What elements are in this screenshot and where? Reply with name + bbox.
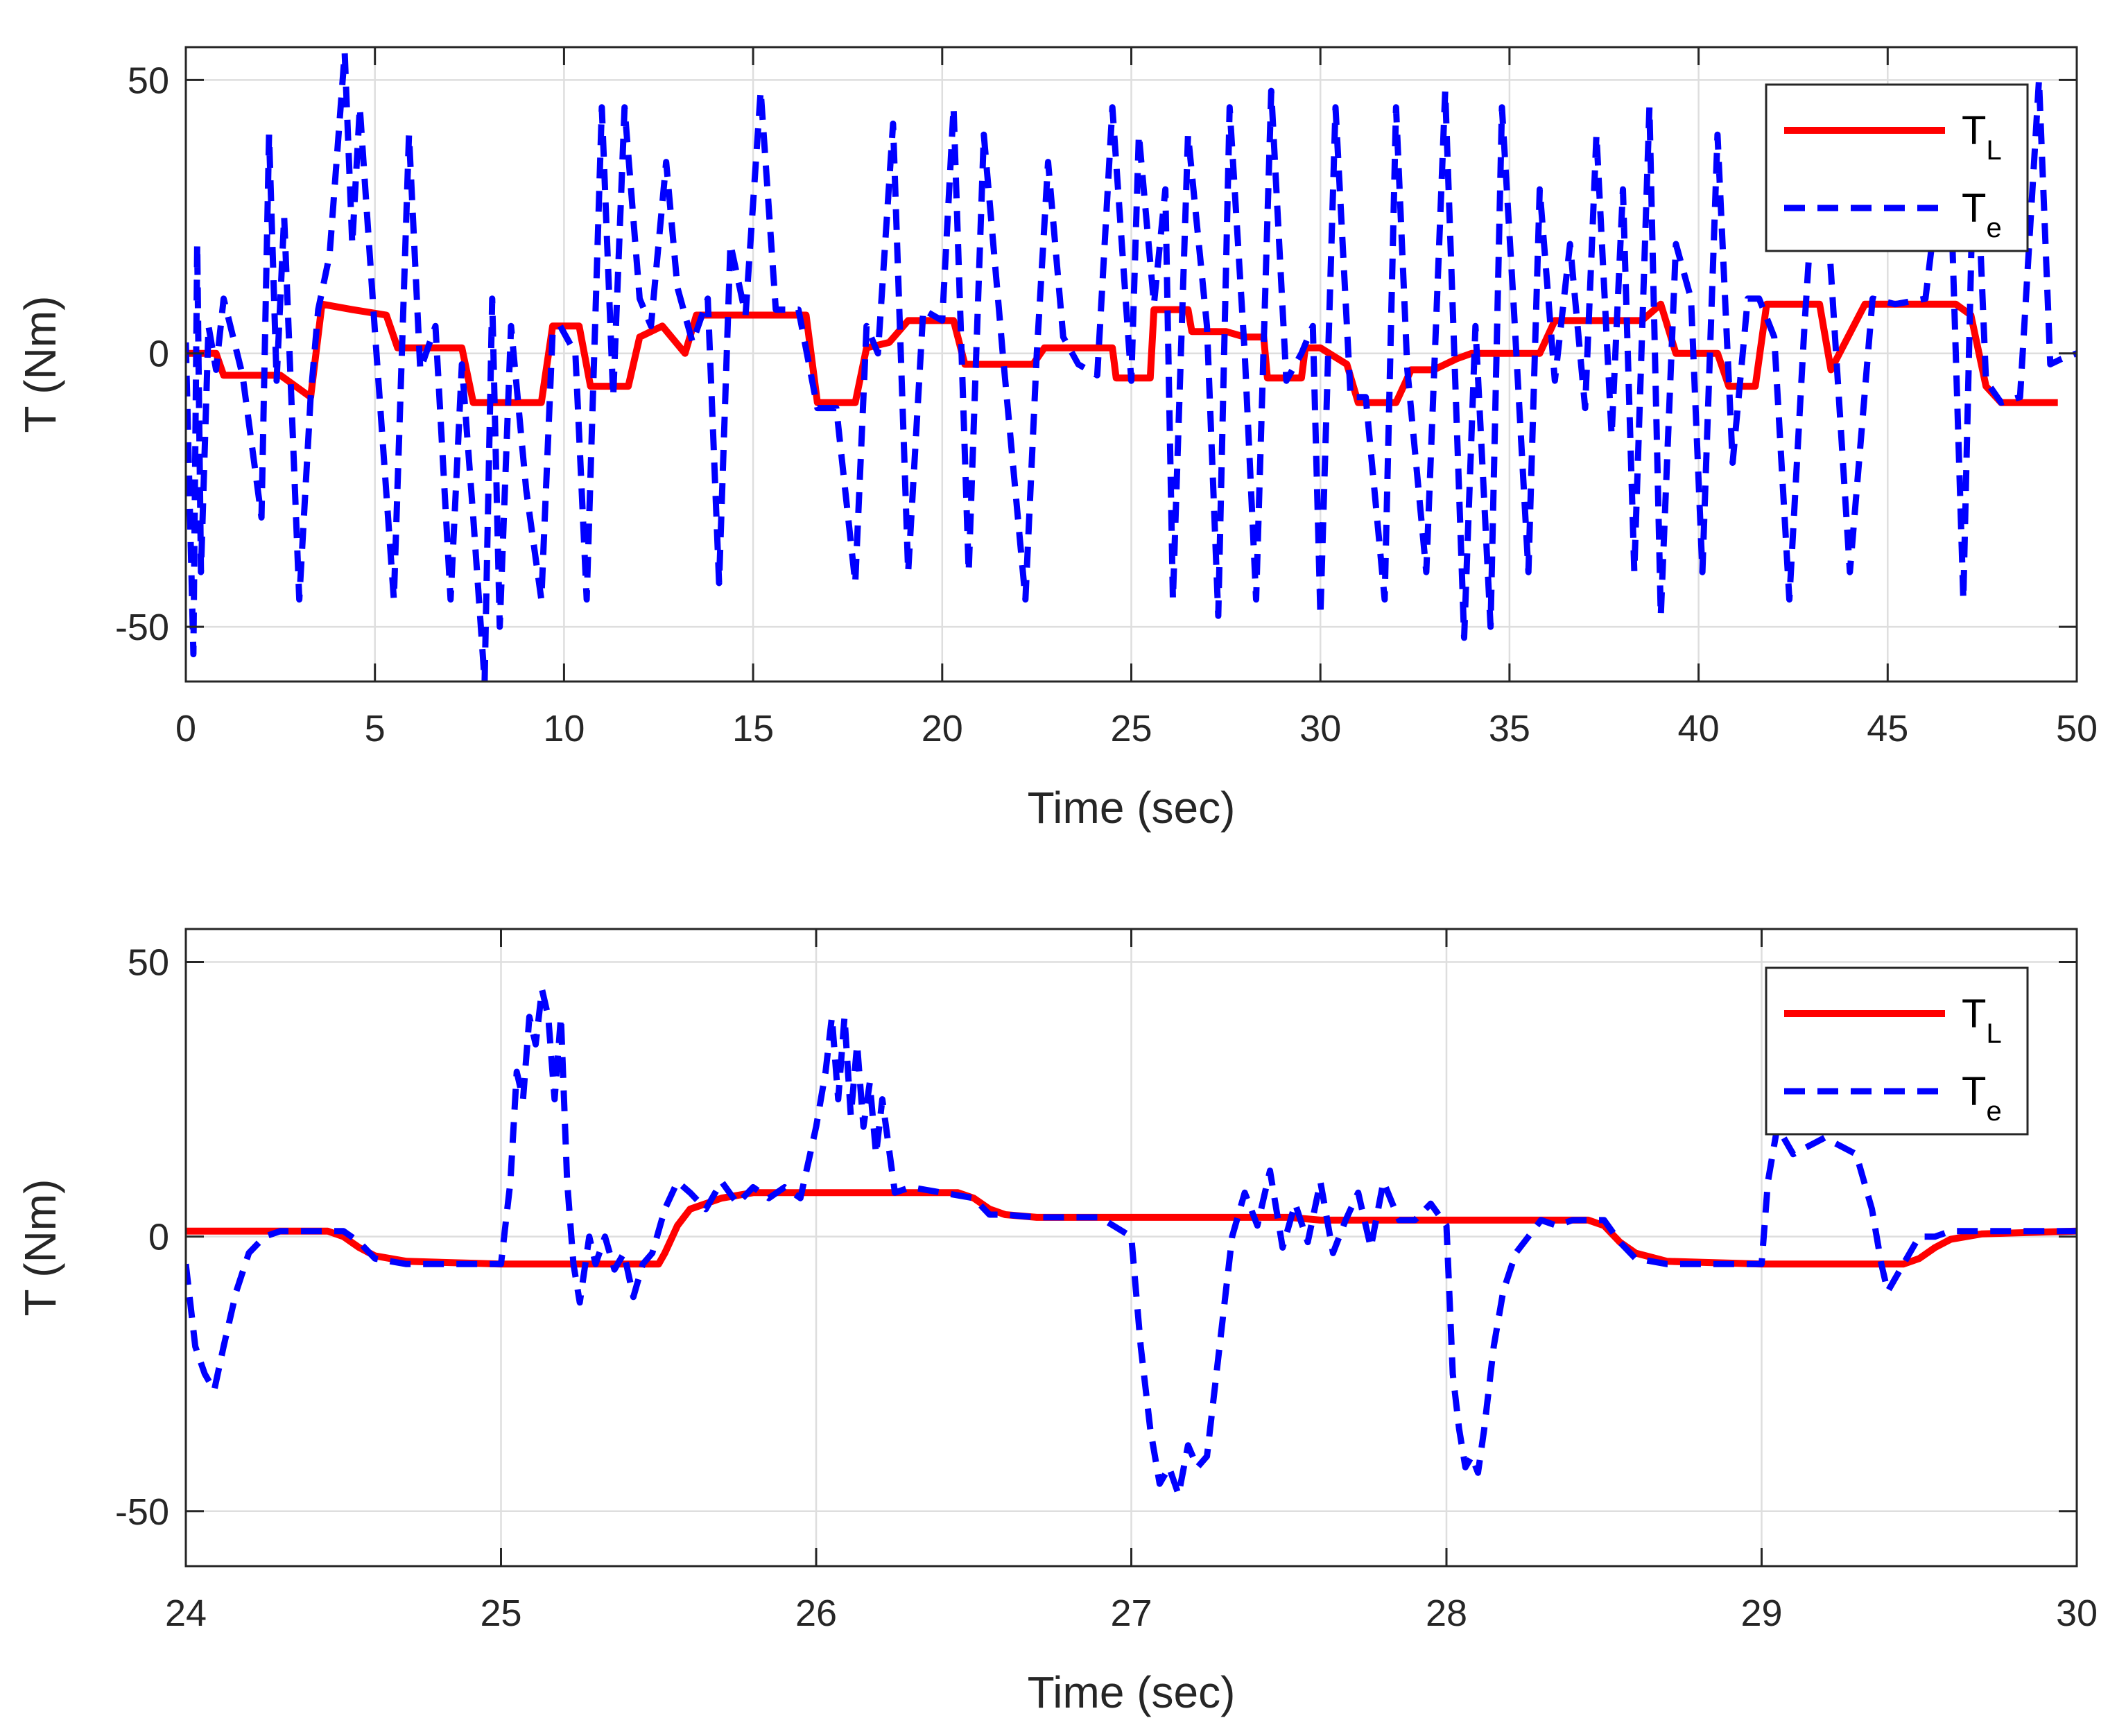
- x-tick-label: 25: [1110, 708, 1152, 749]
- x-tick-label: 40: [1678, 708, 1720, 749]
- series-line-t-e: [186, 986, 2077, 1498]
- legend-subscript: e: [1986, 213, 2001, 243]
- legend-subscript: e: [1986, 1096, 2001, 1127]
- x-axis-label: Time (sec): [1028, 783, 1236, 833]
- x-axis-label: Time (sec): [1028, 1667, 1236, 1717]
- legend-subscript: L: [1986, 1018, 2001, 1049]
- x-tick-label: 24: [165, 1592, 207, 1634]
- y-tick-label: 0: [148, 1217, 169, 1258]
- x-tick-label: 28: [1426, 1592, 1467, 1634]
- y-tick-label: -50: [115, 1491, 169, 1533]
- y-axis-label: T (Nm): [15, 1179, 65, 1317]
- chart-panel-1: 0 5 10 15 20 25 30 35 40 45 50 -50 0 50 Time (sec) T (N…: [15, 46, 2098, 833]
- x-tick-label: 0: [175, 708, 196, 749]
- x-tick-label: 30: [2056, 1592, 2098, 1634]
- x-tick-label: 15: [732, 708, 774, 749]
- y-tick-label: 0: [148, 333, 169, 375]
- y-tick-label: 50: [128, 60, 169, 101]
- x-tick-label: 30: [1299, 708, 1341, 749]
- y-axis-label: T (Nm): [15, 296, 65, 433]
- x-tick-label: 29: [1740, 1592, 1782, 1634]
- legend-box: [1765, 966, 2029, 1136]
- x-tick-label: 5: [365, 708, 386, 749]
- x-tick-label: 45: [1867, 708, 1908, 749]
- x-tick-label: 20: [922, 708, 963, 749]
- x-tick-label: 10: [543, 708, 585, 749]
- y-tick-label: 50: [128, 942, 169, 984]
- y-tick-label: -50: [115, 607, 169, 648]
- x-tick-label: 26: [795, 1592, 837, 1634]
- legend-box: [1765, 83, 2029, 252]
- x-tick-label: 25: [480, 1592, 521, 1634]
- x-tick-label: 27: [1110, 1592, 1152, 1634]
- series-line-t-l: [186, 300, 2058, 406]
- series-line-t-e: [186, 49, 2077, 682]
- x-tick-label: 35: [1489, 708, 1530, 749]
- x-tick-label: 50: [2056, 708, 2098, 749]
- legend-subscript: L: [1986, 135, 2001, 166]
